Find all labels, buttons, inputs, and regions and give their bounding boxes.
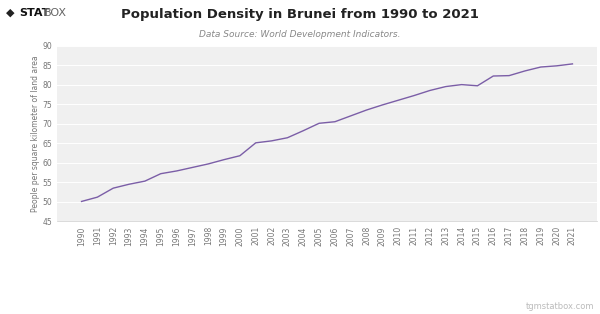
Text: Population Density in Brunei from 1990 to 2021: Population Density in Brunei from 1990 t…	[121, 8, 479, 21]
Text: Data Source: World Development Indicators.: Data Source: World Development Indicator…	[199, 30, 401, 39]
Text: ◆: ◆	[6, 8, 14, 18]
Text: BOX: BOX	[44, 8, 67, 18]
Text: STAT: STAT	[19, 8, 50, 18]
Text: tgmstatbox.com: tgmstatbox.com	[526, 302, 594, 311]
Y-axis label: People per square kilometer of land area: People per square kilometer of land area	[31, 55, 40, 212]
